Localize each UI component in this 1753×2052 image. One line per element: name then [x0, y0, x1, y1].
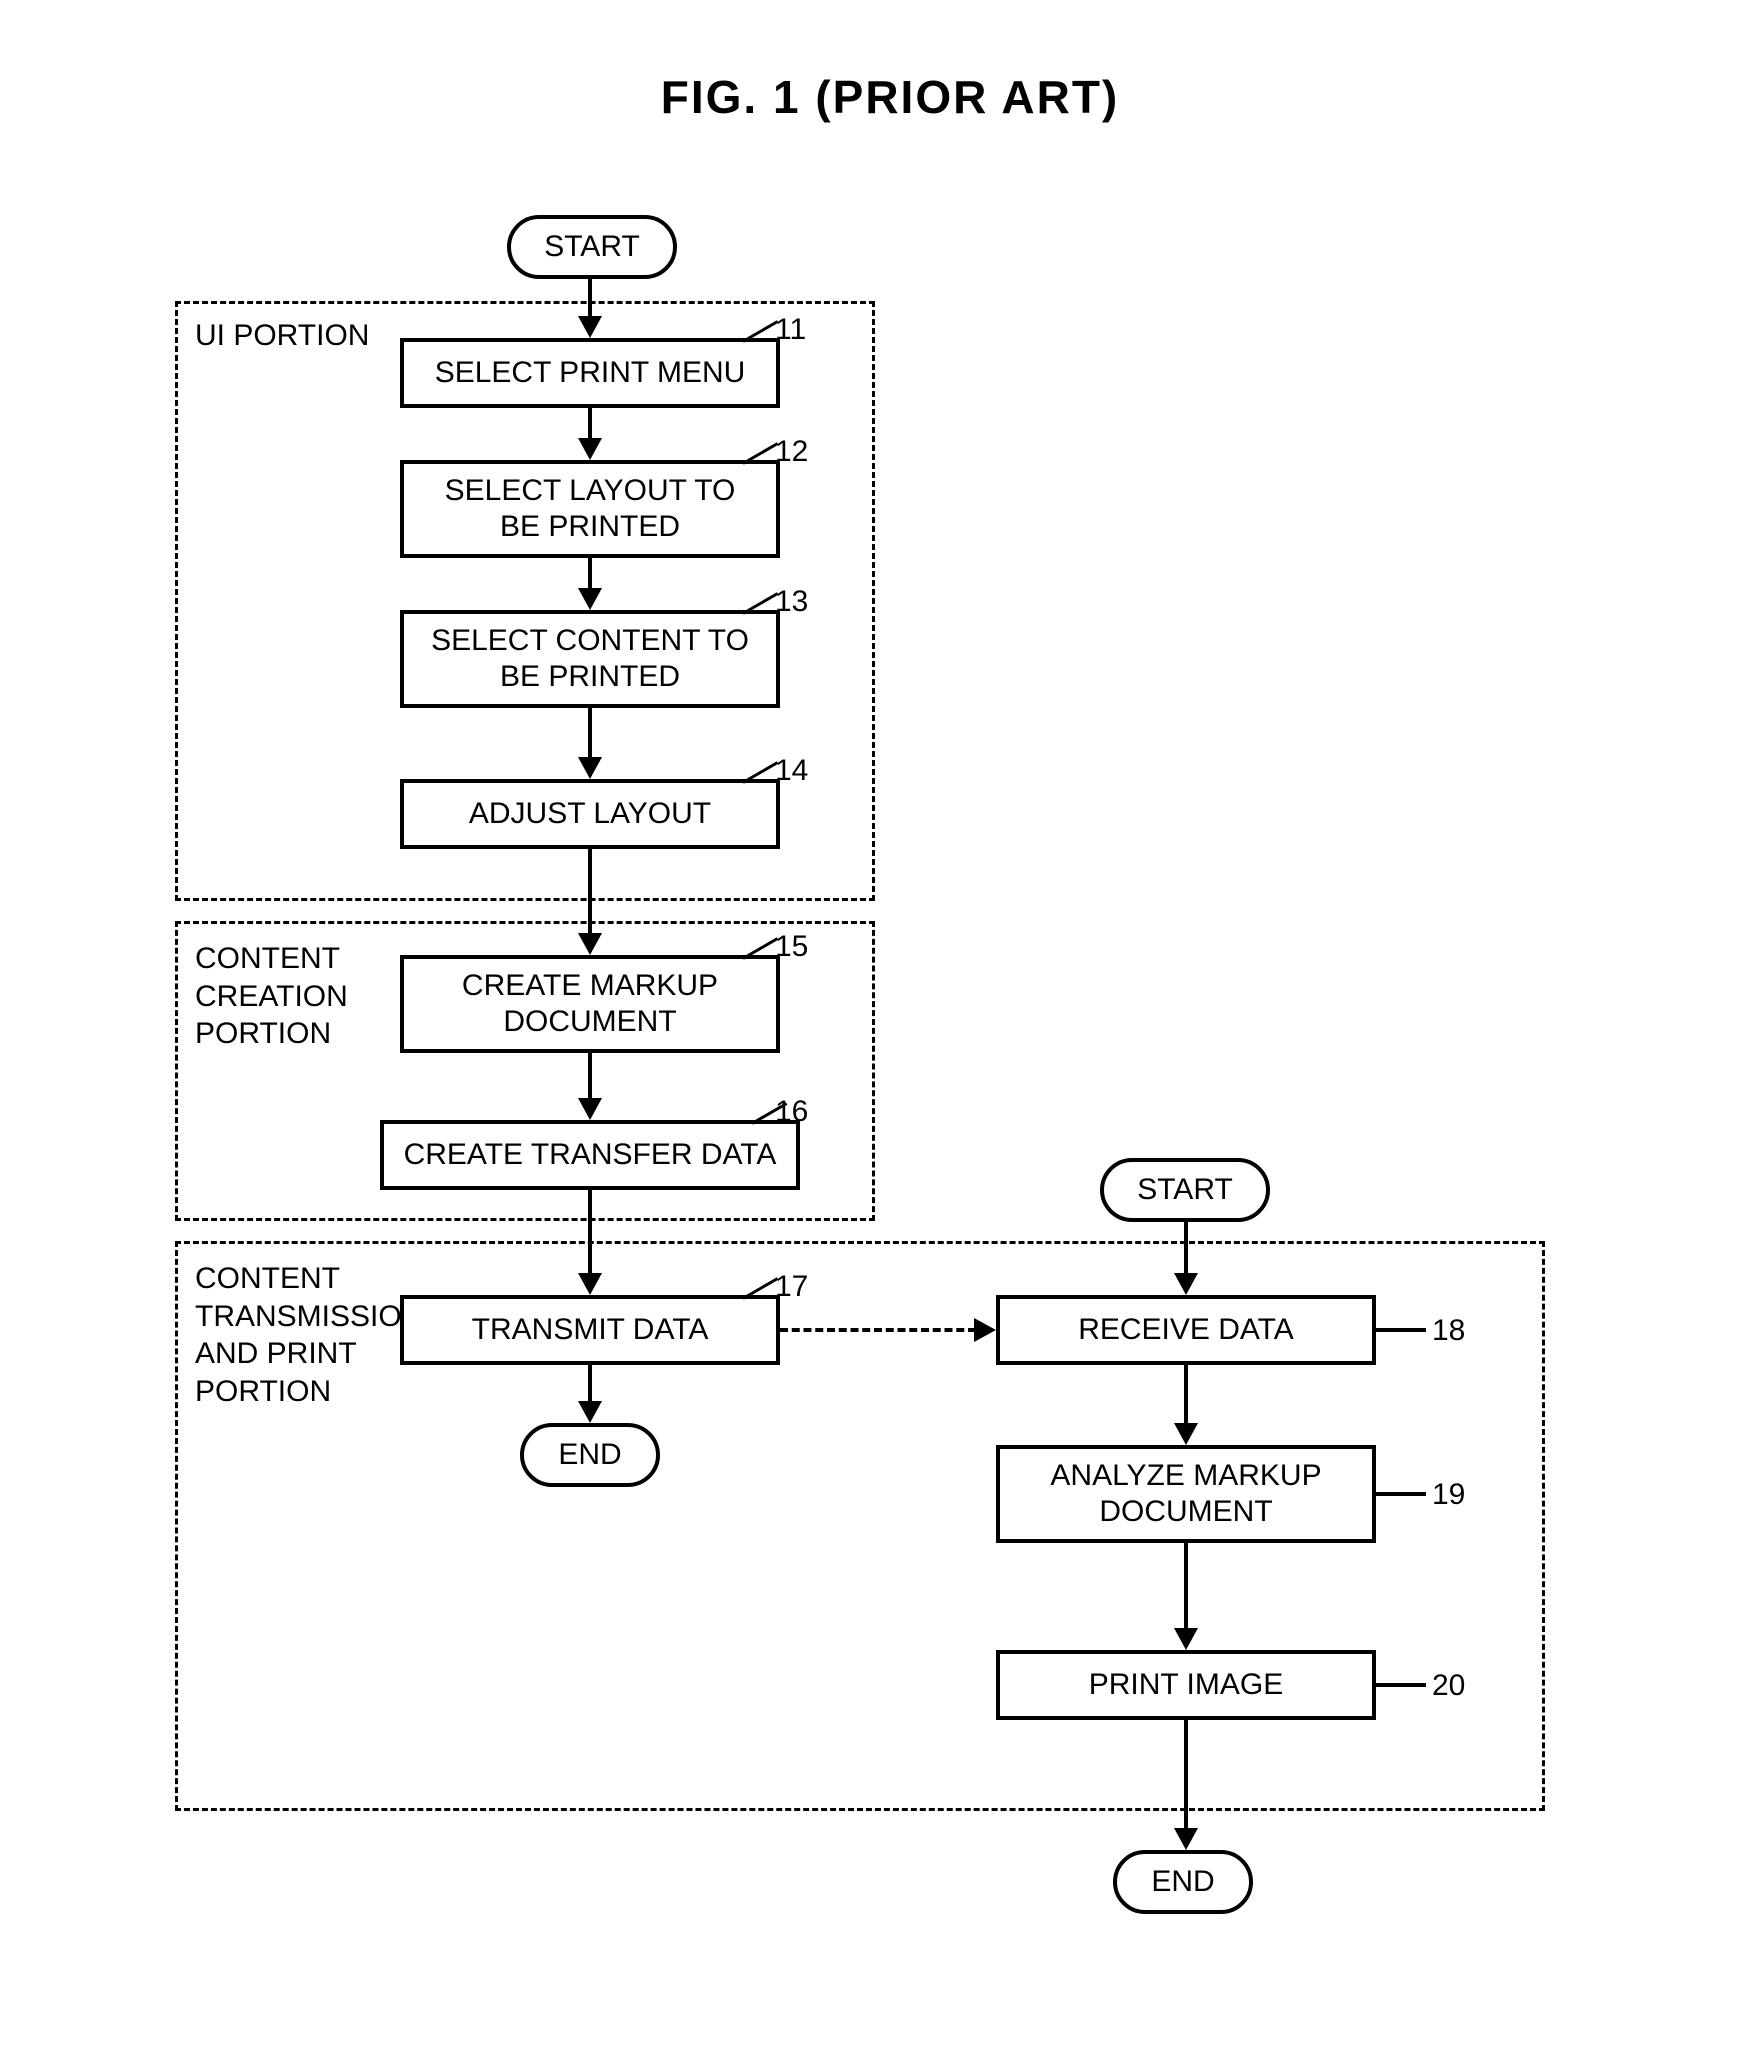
- node-n16: CREATE TRANSFER DATA: [380, 1120, 800, 1190]
- arrow-head-4: [578, 933, 602, 955]
- arrow-line-6: [588, 1190, 592, 1275]
- node-n19: ANALYZE MARKUP DOCUMENT: [996, 1445, 1376, 1543]
- arrow-head-3: [578, 757, 602, 779]
- arrow-head-2: [578, 588, 602, 610]
- dashed-connector-head: [974, 1318, 996, 1342]
- right-leader-1: [1376, 1492, 1426, 1496]
- node-number-n14: 14: [775, 754, 808, 788]
- arrow-line-2: [588, 558, 592, 590]
- node-n12: SELECT LAYOUT TO BE PRINTED: [400, 460, 780, 558]
- arrow-head-7: [578, 1401, 602, 1423]
- terminator-end_right: END: [1113, 1850, 1253, 1914]
- right-leader-0: [1376, 1328, 1426, 1332]
- arrow-head-5: [578, 1098, 602, 1120]
- region-label-ui: UI PORTION: [195, 317, 369, 355]
- arrow-line-9: [1184, 1365, 1188, 1425]
- arrow-head-10: [1174, 1628, 1198, 1650]
- arrow-head-6: [578, 1273, 602, 1295]
- right-leader-2: [1376, 1683, 1426, 1687]
- node-number-n16: 16: [775, 1095, 808, 1129]
- region-label-content: CONTENT CREATION PORTION: [195, 940, 348, 1053]
- arrow-line-3: [588, 708, 592, 759]
- node-n14: ADJUST LAYOUT: [400, 779, 780, 849]
- arrow-line-11: [1184, 1720, 1188, 1830]
- arrow-line-7: [588, 1365, 592, 1403]
- node-number-n11: 11: [775, 313, 806, 347]
- terminator-start_right: START: [1100, 1158, 1270, 1222]
- node-n13: SELECT CONTENT TO BE PRINTED: [400, 610, 780, 708]
- node-n17: TRANSMIT DATA: [400, 1295, 780, 1365]
- arrow-line-1: [588, 408, 592, 440]
- arrow-line-8: [1184, 1222, 1188, 1275]
- node-n11: SELECT PRINT MENU: [400, 338, 780, 408]
- node-number-n13: 13: [775, 585, 808, 619]
- node-number-n17: 17: [775, 1270, 808, 1304]
- arrow-head-8: [1174, 1273, 1198, 1295]
- arrow-head-0: [578, 316, 602, 338]
- arrow-line-4: [588, 849, 592, 935]
- arrow-line-5: [588, 1053, 592, 1100]
- arrow-line-0: [588, 279, 592, 318]
- node-n20: PRINT IMAGE: [996, 1650, 1376, 1720]
- figure-title: FIG. 1 (PRIOR ART): [440, 70, 1340, 124]
- flowchart-canvas: FIG. 1 (PRIOR ART) UI PORTION CONTENT CREA…: [0, 0, 1753, 2052]
- node-n15: CREATE MARKUP DOCUMENT: [400, 955, 780, 1053]
- arrow-head-1: [578, 438, 602, 460]
- node-number-n19: 19: [1432, 1478, 1465, 1512]
- dashed-connector: [780, 1328, 976, 1332]
- node-number-n15: 15: [775, 930, 808, 964]
- node-n18: RECEIVE DATA: [996, 1295, 1376, 1365]
- node-number-n20: 20: [1432, 1669, 1465, 1703]
- node-number-n18: 18: [1432, 1314, 1465, 1348]
- arrow-head-11: [1174, 1828, 1198, 1850]
- arrow-head-9: [1174, 1423, 1198, 1445]
- terminator-end_left: END: [520, 1423, 660, 1487]
- arrow-line-10: [1184, 1543, 1188, 1630]
- region-label-trans: CONTENT TRANSMISSION AND PRINT PORTION: [195, 1260, 423, 1410]
- node-number-n12: 12: [775, 435, 808, 469]
- terminator-start_left: START: [507, 215, 677, 279]
